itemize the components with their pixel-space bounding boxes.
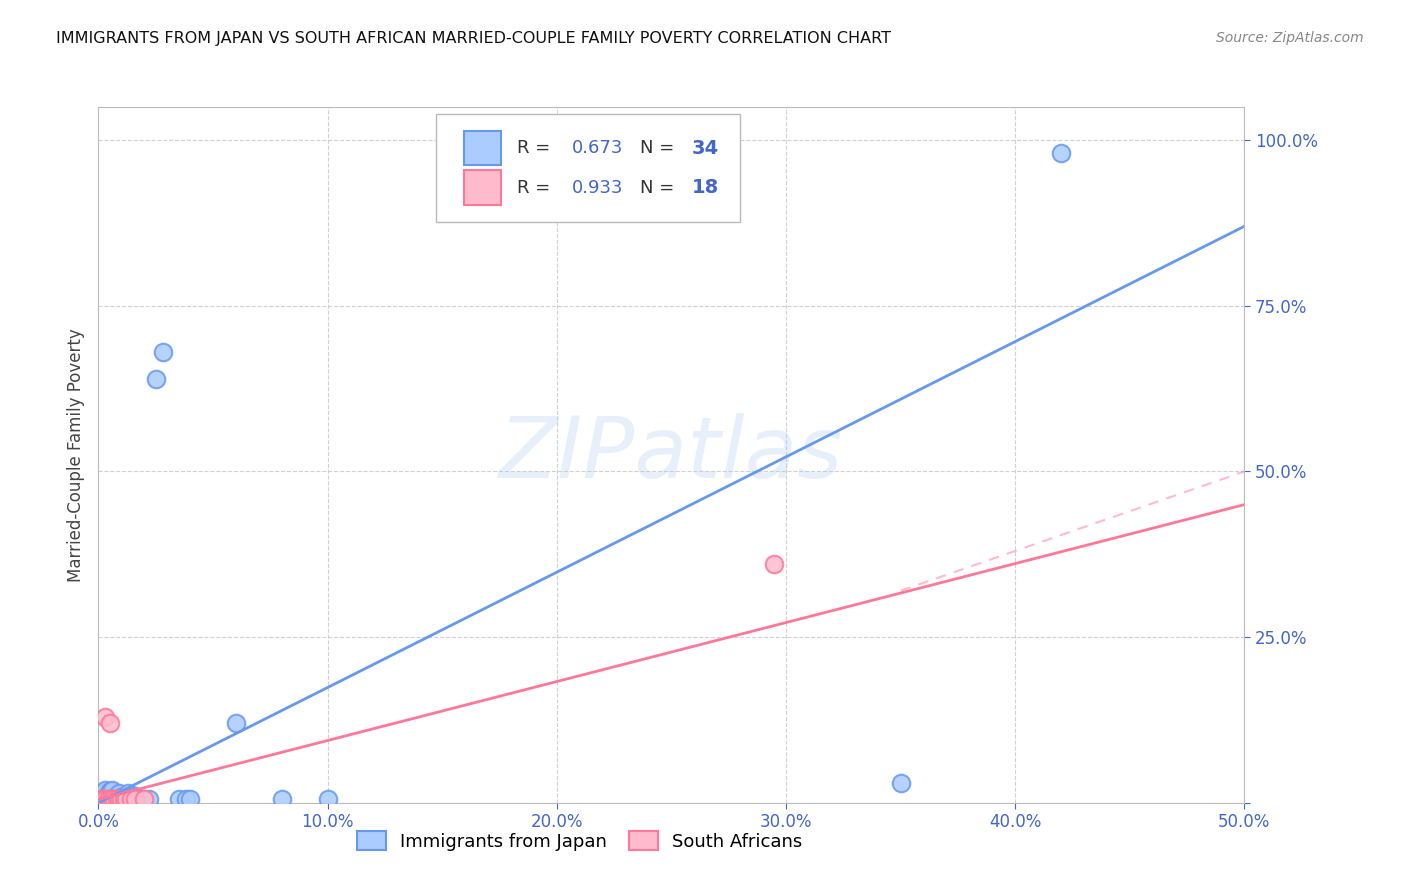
Text: R =: R = <box>516 178 555 197</box>
Text: N =: N = <box>640 139 681 157</box>
Point <box>270 792 292 806</box>
Point <box>90 792 112 806</box>
Point <box>108 786 131 800</box>
Text: N =: N = <box>640 178 681 197</box>
Point <box>134 792 156 806</box>
Point <box>128 792 150 806</box>
Point <box>103 792 125 806</box>
Legend: Immigrants from Japan, South Africans: Immigrants from Japan, South Africans <box>347 822 811 860</box>
Point <box>97 788 120 802</box>
Point <box>101 782 124 797</box>
Point <box>152 345 174 359</box>
Text: R =: R = <box>516 139 555 157</box>
Point <box>763 558 786 572</box>
Point <box>98 792 121 806</box>
Text: 34: 34 <box>692 138 718 158</box>
Point <box>179 792 201 806</box>
Point <box>145 372 167 386</box>
Text: ZIPatlas: ZIPatlas <box>499 413 844 497</box>
Text: Source: ZipAtlas.com: Source: ZipAtlas.com <box>1216 31 1364 45</box>
Point <box>108 792 131 806</box>
Point <box>115 789 138 804</box>
Point <box>174 792 197 806</box>
Point <box>101 792 124 806</box>
Point <box>134 792 156 806</box>
Point <box>94 782 117 797</box>
Point <box>105 792 128 806</box>
Point <box>124 792 146 806</box>
Text: 0.933: 0.933 <box>572 178 623 197</box>
Point <box>103 792 125 806</box>
Point <box>110 792 132 806</box>
Point <box>121 790 143 805</box>
Point <box>94 789 117 804</box>
Text: 0.673: 0.673 <box>572 139 623 157</box>
Point <box>112 792 135 806</box>
Y-axis label: Married-Couple Family Poverty: Married-Couple Family Poverty <box>66 328 84 582</box>
Point <box>138 792 160 806</box>
FancyBboxPatch shape <box>464 170 501 205</box>
Point <box>120 792 142 806</box>
Point <box>112 792 135 806</box>
Text: IMMIGRANTS FROM JAPAN VS SOUTH AFRICAN MARRIED-COUPLE FAMILY POVERTY CORRELATION: IMMIGRANTS FROM JAPAN VS SOUTH AFRICAN M… <box>56 31 891 46</box>
Point <box>101 790 124 805</box>
Point <box>124 789 146 804</box>
Point <box>90 792 112 806</box>
Point <box>225 716 247 731</box>
Point <box>91 786 114 800</box>
Point <box>98 784 121 798</box>
Point <box>1050 146 1073 161</box>
Point <box>167 792 190 806</box>
Text: 18: 18 <box>692 178 720 197</box>
FancyBboxPatch shape <box>464 131 501 166</box>
Point <box>98 792 121 806</box>
Point <box>115 792 138 806</box>
Point <box>110 790 132 805</box>
Point <box>94 709 117 723</box>
FancyBboxPatch shape <box>436 114 740 222</box>
Point <box>97 792 120 806</box>
Point <box>91 790 114 805</box>
Point <box>117 786 139 800</box>
Point <box>97 792 120 806</box>
Point <box>105 789 128 804</box>
Point <box>120 792 142 806</box>
Point <box>94 792 117 806</box>
Point <box>98 716 121 731</box>
Point <box>316 792 339 806</box>
Point <box>889 776 911 790</box>
Point <box>91 792 114 806</box>
